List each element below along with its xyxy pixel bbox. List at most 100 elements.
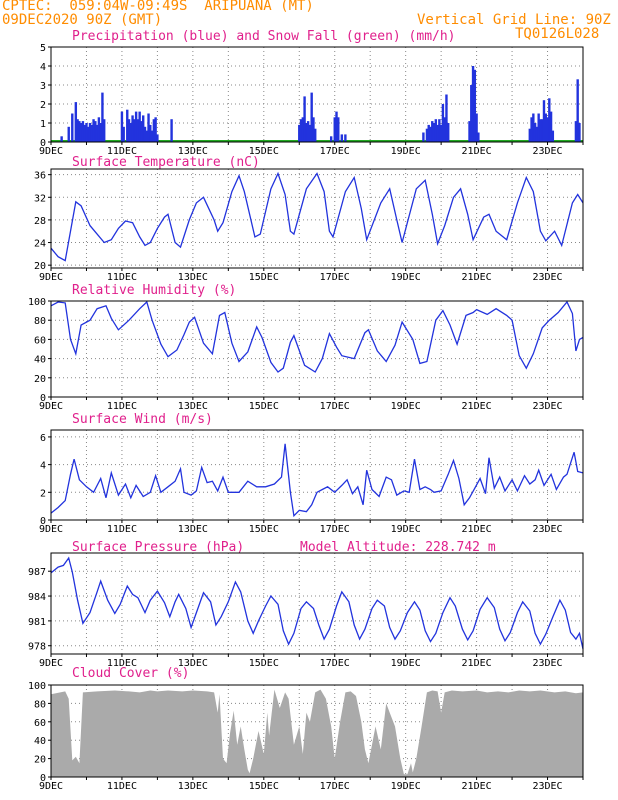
y-tick-label: 24 (34, 239, 46, 250)
precip-bar (310, 92, 313, 142)
series-line (50, 300, 584, 373)
precip-bar (427, 124, 430, 142)
precip-bar (528, 128, 531, 142)
precip-bar (94, 121, 97, 142)
x-tick-label: 23DEC (532, 524, 562, 535)
x-tick-label: 11DEC (107, 658, 137, 669)
chart-panel: Precipitation (blue) and Snow Fall (gree… (39, 29, 584, 157)
panel-title: Precipitation (blue) and Snow Fall (gree… (72, 29, 456, 44)
y-tick-label: 20 (34, 261, 46, 272)
x-tick-label: 19DEC (391, 658, 421, 669)
x-tick-label: 21DEC (462, 146, 492, 157)
x-tick-label: 13DEC (178, 524, 208, 535)
precip-bar (473, 69, 477, 142)
precip-bar (549, 111, 553, 142)
header-location: CPTEC: 059:04W-09:49S ARIPUANA (MT) (2, 0, 314, 14)
x-tick-label: 13DEC (178, 146, 208, 157)
x-tick-label: 21DEC (462, 401, 492, 412)
precip-bar (576, 79, 579, 142)
precip-bar (312, 117, 315, 142)
precip-bar (303, 96, 306, 142)
panel-title: Relative Humidity (%) (72, 283, 236, 298)
x-tick-label: 21DEC (462, 781, 492, 792)
precip-bar (79, 123, 83, 142)
precip-bar (434, 119, 438, 142)
precip-bar (120, 111, 124, 142)
y-tick-label: 60 (34, 335, 46, 346)
x-tick-label: 13DEC (178, 401, 208, 412)
precip-bar (539, 119, 542, 142)
x-tick-label: 19DEC (391, 146, 421, 157)
x-tick-label: 11DEC (107, 401, 137, 412)
y-tick-label: 40 (34, 736, 46, 747)
precip-bar (301, 117, 305, 142)
x-tick-label: 9DEC (39, 781, 63, 792)
chart-panel: Surface Wind (m/s) 0 2 4 6 9DEC 11DEC 13DEC 15DE… (39, 412, 584, 535)
y-tick-label: 2 (40, 100, 46, 111)
y-tick-label: 36 (34, 171, 46, 182)
plot-frame (50, 429, 584, 521)
precip-bar (85, 123, 88, 142)
x-tick-label: 17DEC (320, 146, 350, 157)
cloud-cover-area (51, 689, 583, 777)
x-tick-label: 19DEC (391, 781, 421, 792)
x-tick-label: 15DEC (249, 524, 279, 535)
y-tick-label: 20 (34, 374, 46, 385)
panel-title: Surface Wind (m/s) (72, 412, 213, 427)
precip-bar (308, 124, 312, 142)
precip-bar (101, 92, 104, 142)
y-tick-label: 40 (34, 355, 46, 366)
precip-bar (436, 124, 439, 142)
x-tick-label: 21DEC (462, 658, 492, 669)
x-tick-label: 15DEC (249, 401, 279, 412)
precip-bar (87, 126, 90, 142)
y-tick-label: 100 (28, 297, 46, 308)
precip-bar (425, 128, 429, 142)
precip-bar (468, 121, 471, 142)
y-tick-label: 0 (40, 516, 46, 527)
precip-bar (432, 123, 436, 142)
chart-panel: Cloud Cover (%) 0 20 40 60 80 100 9DEC 11DEC 13DE… (28, 666, 584, 792)
precip-bar (532, 113, 535, 142)
precip-bar (551, 130, 555, 142)
x-tick-label: 23DEC (532, 401, 562, 412)
x-tick-label: 17DEC (320, 272, 350, 283)
y-tick-label: 6 (40, 433, 46, 444)
header-vertical-grid-line: Vertical Grid Line: 90Z (417, 12, 611, 28)
precip-bar (422, 132, 425, 142)
precip-bar (544, 113, 547, 142)
y-tick-label: 80 (34, 316, 46, 327)
precip-bar (154, 117, 157, 142)
precip-bar (138, 111, 141, 142)
precip-bar (431, 121, 434, 142)
x-tick-label: 19DEC (391, 401, 421, 412)
precip-bar (170, 119, 173, 142)
precip-bar (83, 124, 86, 142)
x-tick-label: 13DEC (178, 272, 208, 283)
precip-bar (574, 121, 578, 142)
precip-bar (156, 134, 159, 142)
precip-bar (76, 119, 79, 142)
y-tick-label: 20 (34, 755, 46, 766)
x-tick-label: 17DEC (320, 524, 350, 535)
precip-bar (548, 98, 551, 142)
precip-bar (131, 115, 134, 142)
x-tick-label: 19DEC (391, 524, 421, 535)
precip-bar (126, 109, 129, 142)
precip-bar (78, 121, 81, 142)
precip-bar (127, 119, 131, 142)
y-tick-label: 4 (40, 62, 46, 73)
precip-bar (147, 113, 150, 142)
precip-bar (299, 119, 303, 142)
precip-bar (92, 119, 95, 142)
precip-bar (136, 119, 140, 142)
precip-bar (60, 136, 63, 142)
x-tick-label: 23DEC (532, 146, 562, 157)
x-tick-label: 9DEC (39, 272, 63, 283)
precip-bar (88, 123, 92, 142)
y-tick-label: 100 (28, 681, 46, 692)
panel-title: Surface Temperature (nC) (72, 155, 260, 170)
x-tick-label: 21DEC (462, 272, 492, 283)
precip-bar (541, 119, 544, 142)
x-tick-label: 15DEC (249, 781, 279, 792)
